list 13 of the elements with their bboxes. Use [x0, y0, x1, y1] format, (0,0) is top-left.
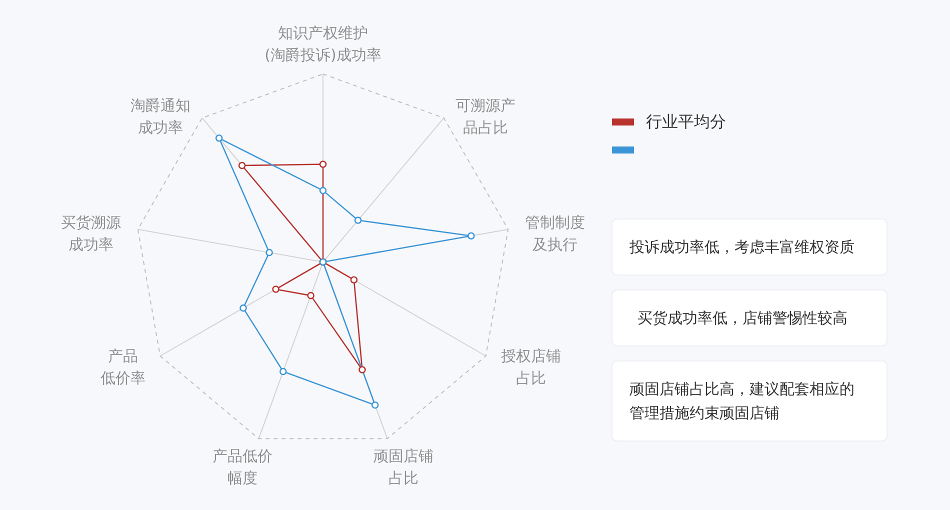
legend-label: 行业平均分 — [646, 112, 726, 131]
spoke-label: 管制制度及执行 — [524, 214, 585, 254]
spoke-label: 买货溯源成功率 — [61, 214, 122, 254]
spoke-label: 产品低价幅度 — [212, 446, 273, 487]
spoke-label: 顽固店铺占比 — [372, 446, 434, 487]
spoke-label: 产品低价率 — [100, 347, 146, 387]
spoke-label: 淘爵通知成功率 — [130, 96, 191, 136]
spoke-label: 可溯源产品占比 — [455, 96, 516, 136]
text: 买货成功率低，店铺警惕性较高 — [638, 309, 848, 327]
spoke-label: 知识产权维护(淘爵投诉)成功率 — [264, 24, 382, 64]
text: 投诉成功率低，考虑丰富维权资质 — [628, 238, 854, 256]
spoke-label: 授权店铺占比 — [500, 347, 561, 387]
text: 顽固店铺占比高，建议配套相应的管理措施约束顽固店铺 — [628, 380, 854, 422]
